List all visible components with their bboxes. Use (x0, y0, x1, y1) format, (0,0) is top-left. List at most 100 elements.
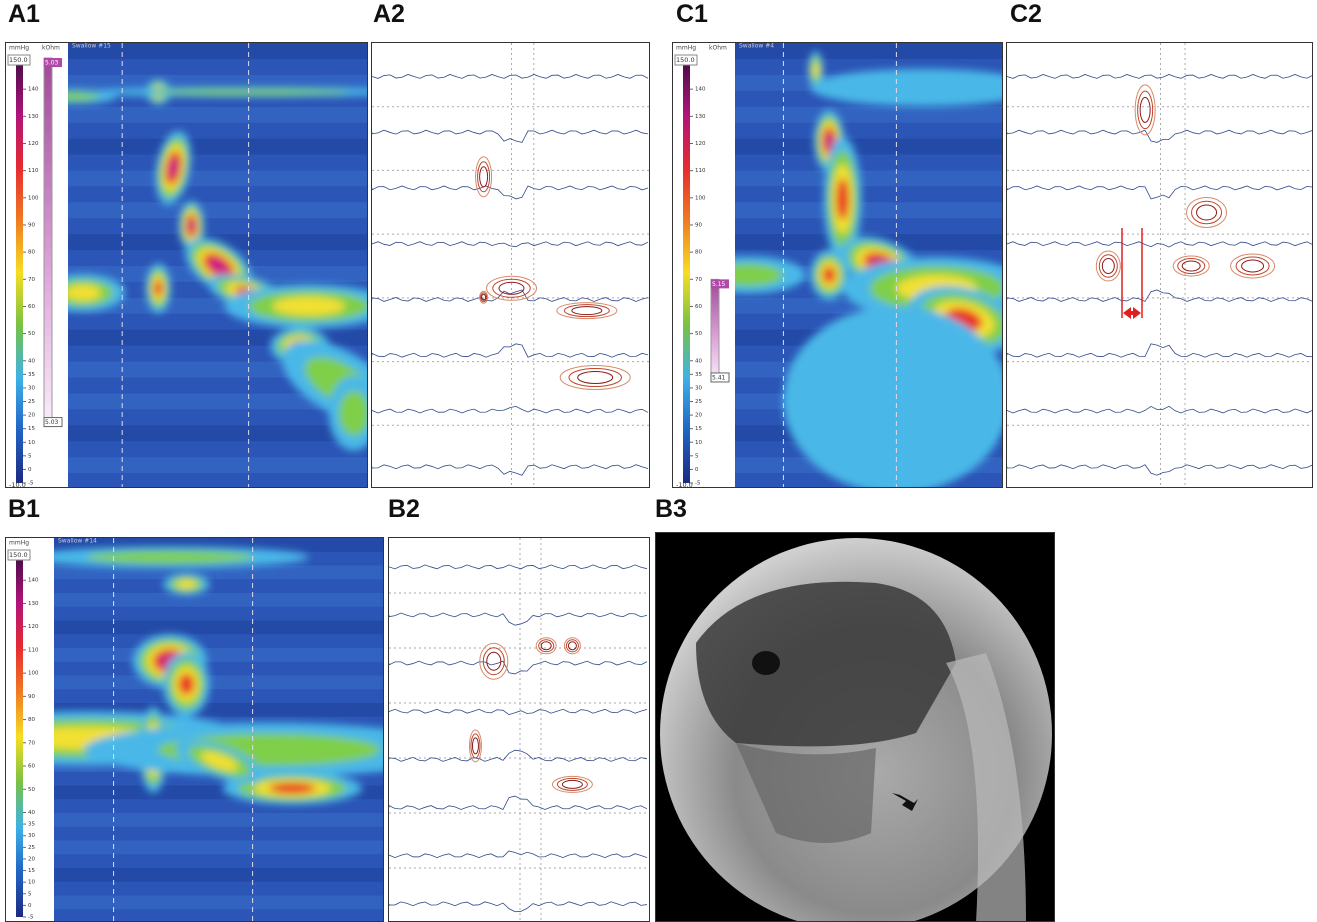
scale-tick-label: 110 (28, 168, 39, 174)
scale-tick-label: 5 (695, 453, 699, 459)
scale-tick-label: 5 (28, 453, 32, 459)
pressure-blob (176, 580, 196, 589)
scale-tick-label: 30 (28, 833, 35, 839)
scale-tick-label: 10 (695, 440, 702, 446)
band (54, 676, 384, 690)
contour-line (389, 902, 647, 912)
pressure-blob (823, 267, 836, 284)
pressure-blob (269, 783, 315, 794)
contour-ring (1187, 197, 1227, 227)
unit-label: mmHg (9, 45, 29, 52)
scale-tick-label: 15 (695, 426, 702, 432)
panel-label: C1 (676, 0, 708, 29)
scale-tick-label: 50 (695, 331, 702, 337)
unit-label: kOhm (42, 45, 60, 52)
scale-tick-label: -5 (28, 915, 34, 921)
scale-panel (6, 538, 54, 922)
contour-line (1007, 406, 1313, 413)
contour-ring (578, 372, 613, 384)
panel-label: B1 (8, 495, 40, 524)
scale-tick-label: 140 (28, 578, 39, 584)
scale-tick-label: 110 (695, 168, 706, 174)
scale-tick-label: 130 (28, 601, 39, 607)
scale-tick-label: 35 (28, 372, 35, 378)
pressure-blob (339, 391, 368, 436)
swallow-label: Swallow #15 (72, 43, 111, 50)
band (735, 139, 1003, 155)
band (735, 43, 1003, 59)
panel-graphic (1007, 43, 1313, 488)
band (68, 107, 368, 123)
pressure-blob (836, 178, 849, 220)
scale-tick-label: 30 (695, 385, 702, 391)
contour-line (389, 613, 647, 625)
impedance-bar (44, 58, 52, 427)
impedance-top: 5.15 (712, 281, 726, 288)
scale-tick-label: 50 (28, 787, 35, 793)
band (68, 170, 368, 186)
band (54, 896, 384, 910)
panel-label: A1 (8, 0, 40, 29)
band (68, 425, 368, 441)
scale-tick-label: 35 (28, 822, 35, 828)
contour-ring (560, 366, 630, 390)
contour-line (389, 565, 647, 569)
contour-ring (568, 642, 576, 650)
scale-tick-label: 10 (28, 440, 35, 446)
contour-ring (480, 167, 488, 187)
contour-ring (1140, 97, 1150, 122)
scale-tick-label: 35 (695, 372, 702, 378)
panel-graphic: mmHgkOhmSwallow #4150.0-10.0140130120110… (673, 43, 1003, 488)
panel: mmHgSwallow #14150.014013012011010090807… (5, 537, 384, 922)
scale-tick-label: 110 (28, 647, 39, 653)
band (735, 107, 1003, 123)
scale-tick-label: 5 (28, 891, 32, 897)
pressure-blob (812, 62, 818, 78)
scale-tick-label: 20 (28, 856, 35, 862)
panel-graphic (372, 43, 650, 488)
panel-label: B3 (655, 495, 687, 524)
panel-label: B2 (388, 495, 420, 524)
scale-max: 150.0 (9, 551, 28, 559)
contour-ring (480, 643, 508, 679)
contour-line (1007, 74, 1313, 78)
scale-tick-label: 20 (28, 413, 35, 419)
contour-ring (1197, 205, 1217, 220)
dark-spot (752, 651, 780, 675)
unit-label: mmHg (9, 540, 29, 547)
band (54, 566, 384, 580)
scale-tick-label: 100 (28, 195, 39, 201)
scale-tick-label: 40 (28, 810, 35, 816)
contour-line (1007, 130, 1313, 142)
contour-ring (1102, 259, 1114, 274)
scale-tick-label: 90 (28, 222, 35, 228)
scale-tick-label: 60 (695, 304, 702, 310)
band (54, 841, 384, 855)
contour-ring (472, 738, 478, 754)
contour-ring (487, 652, 501, 670)
contour-line (372, 406, 648, 413)
band (735, 202, 1003, 218)
pressure-bar (16, 62, 23, 483)
pressure-blob (179, 674, 194, 696)
scale-tick-label: 70 (28, 277, 35, 283)
pressure-bar (683, 62, 690, 483)
unit-label: mmHg (676, 45, 696, 52)
arrow (1123, 307, 1141, 319)
pressure-blob (86, 551, 253, 564)
scale-tick-label: 60 (28, 764, 35, 770)
scale-max: 150.0 (676, 56, 695, 64)
scale-tick-label: 40 (28, 358, 35, 364)
panel-graphic (656, 533, 1055, 922)
band (735, 170, 1003, 186)
contour-line (389, 709, 647, 714)
scale-tick-label: 140 (28, 87, 39, 93)
figure: A1mmHgkOhmSwallow #15150.0-10.0140130120… (0, 0, 1317, 922)
scale-tick-label: 25 (28, 399, 35, 405)
scale-min: -10.0 (676, 481, 693, 488)
contour-ring (1182, 261, 1200, 271)
scale-tick-label: 60 (28, 304, 35, 310)
